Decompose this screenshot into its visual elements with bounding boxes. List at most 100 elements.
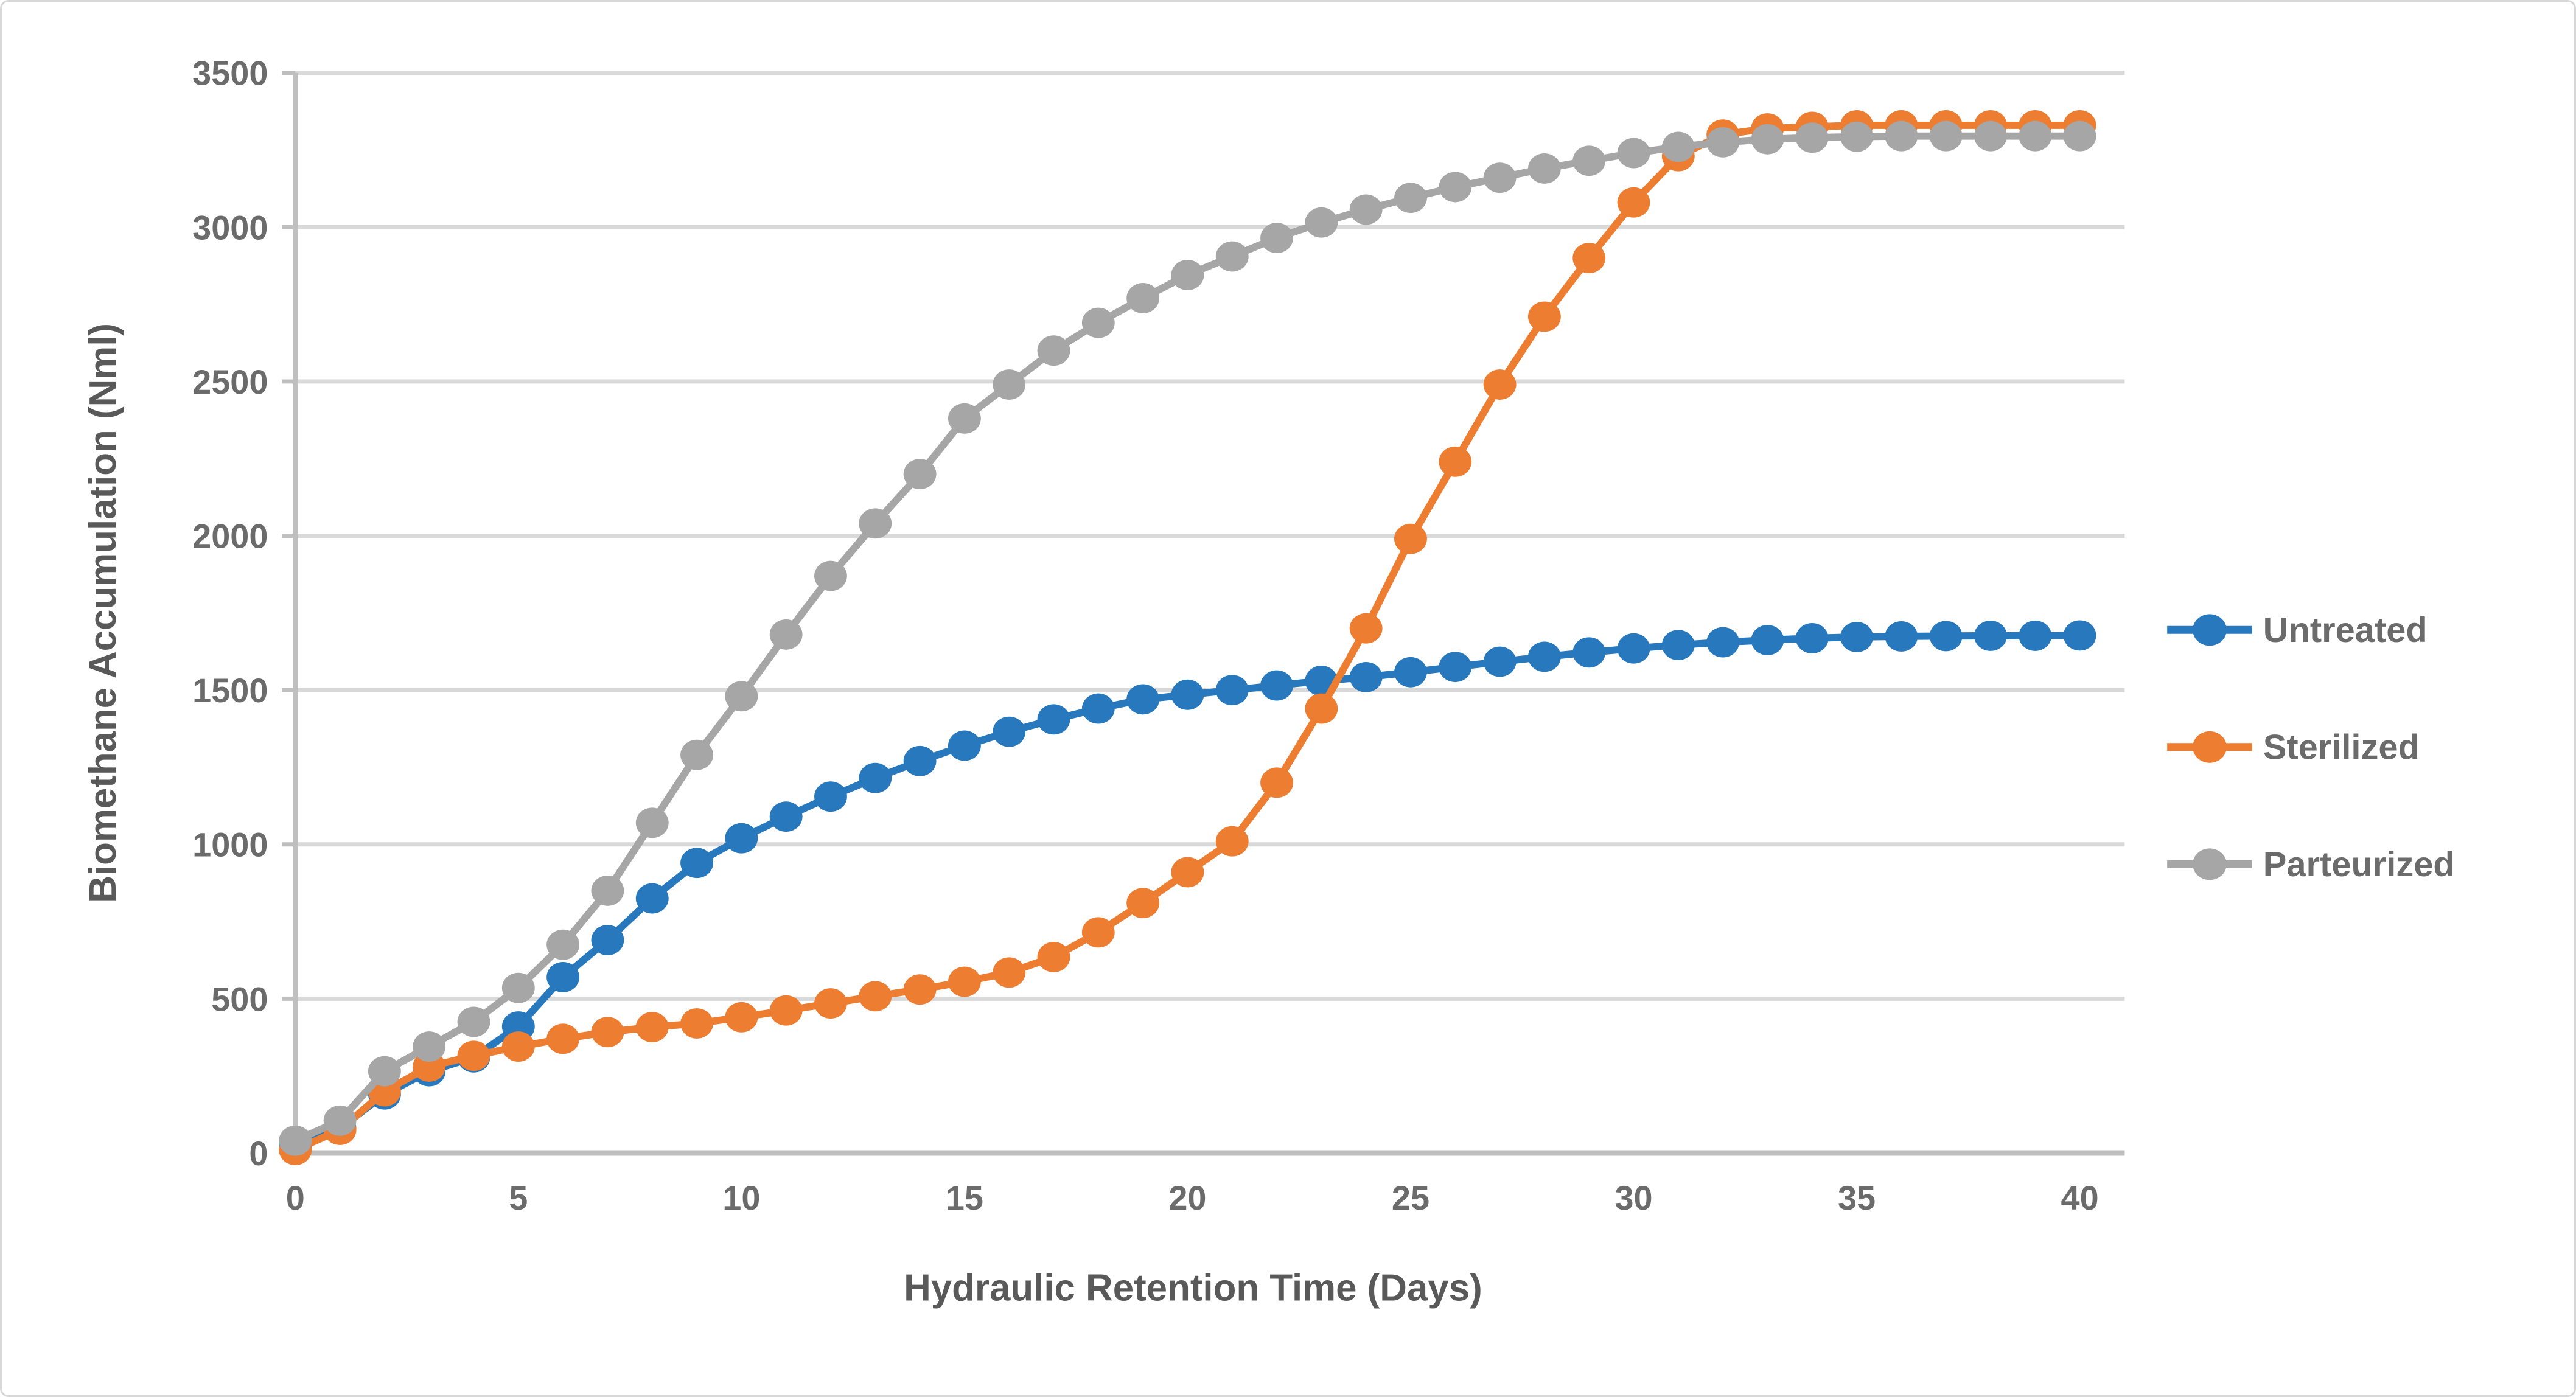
data-point-untreated-day25 <box>1394 657 1427 688</box>
gridlines <box>282 71 2125 1156</box>
y-tick-label-3500: 3500 <box>192 54 268 92</box>
data-point-parteurized-day26 <box>1439 172 1472 203</box>
data-point-sterilized-day12 <box>814 988 847 1019</box>
x-tick-label-20: 20 <box>1168 1179 1206 1217</box>
data-point-untreated-day32 <box>1706 627 1740 658</box>
data-point-parteurized-day17 <box>1037 335 1070 366</box>
data-point-parteurized-day8 <box>635 807 669 838</box>
legend-item-untreated: Untreated <box>2167 611 2428 650</box>
axes <box>293 72 2125 1156</box>
legend-label-sterilized: Sterilized <box>2263 728 2420 767</box>
data-point-parteurized-day24 <box>1349 194 1383 225</box>
legend-item-sterilized: Sterilized <box>2167 728 2420 767</box>
data-point-sterilized-day10 <box>725 1002 758 1033</box>
x-tick-label-40: 40 <box>2061 1179 2099 1217</box>
x-tick-label-15: 15 <box>946 1179 983 1217</box>
data-point-untreated-day19 <box>1126 684 1160 715</box>
data-point-untreated-day28 <box>1527 641 1561 672</box>
data-point-untreated-day30 <box>1617 633 1650 664</box>
data-point-sterilized-day22 <box>1260 767 1293 798</box>
data-point-sterilized-day11 <box>769 995 803 1026</box>
data-point-untreated-day14 <box>903 745 937 776</box>
data-point-untreated-day22 <box>1260 670 1293 701</box>
data-point-sterilized-day8 <box>635 1012 669 1043</box>
data-point-untreated-day29 <box>1572 637 1606 668</box>
data-point-parteurized-day14 <box>903 459 937 490</box>
data-point-sterilized-day26 <box>1439 446 1472 477</box>
series-untreated <box>279 620 2096 1161</box>
y-tick-label-2000: 2000 <box>192 517 268 556</box>
data-point-untreated-day21 <box>1215 675 1249 706</box>
legend-label-parteurized: Parteurized <box>2263 845 2455 884</box>
data-point-parteurized-day19 <box>1126 283 1160 313</box>
y-tick-label-0: 0 <box>249 1134 268 1172</box>
data-point-sterilized-day28 <box>1527 301 1561 332</box>
series-sterilized <box>279 110 2096 1165</box>
data-point-untreated-day11 <box>769 801 803 832</box>
data-point-sterilized-day4 <box>457 1040 490 1071</box>
data-point-untreated-day36 <box>1885 621 1918 652</box>
data-point-sterilized-day16 <box>993 957 1026 988</box>
data-point-untreated-day31 <box>1661 630 1695 661</box>
y-tick-label-2500: 2500 <box>192 363 268 401</box>
data-point-parteurized-day3 <box>413 1031 446 1062</box>
y-axis-title: Biomethane Accumulation (Nml) <box>82 323 124 903</box>
data-point-untreated-day9 <box>680 848 713 879</box>
data-point-sterilized-day18 <box>1081 917 1115 948</box>
x-tick-label-5: 5 <box>509 1179 528 1217</box>
data-point-parteurized-day25 <box>1394 183 1427 214</box>
series-line-untreated <box>291 632 2084 1149</box>
data-point-untreated-day16 <box>993 716 1026 747</box>
data-point-untreated-day37 <box>1929 621 1963 652</box>
data-point-untreated-day39 <box>2019 620 2052 651</box>
data-point-parteurized-day34 <box>1795 122 1829 153</box>
data-point-sterilized-day25 <box>1394 523 1427 554</box>
data-point-parteurized-day12 <box>814 560 847 591</box>
data-point-sterilized-day13 <box>859 981 892 1012</box>
data-point-untreated-day8 <box>635 883 669 914</box>
data-point-parteurized-day30 <box>1617 138 1650 169</box>
data-point-parteurized-day39 <box>2019 120 2052 152</box>
data-point-parteurized-day1 <box>323 1105 357 1136</box>
data-point-sterilized-day27 <box>1483 369 1517 400</box>
data-point-sterilized-day14 <box>903 974 937 1005</box>
data-point-parteurized-day16 <box>993 369 1026 400</box>
data-point-parteurized-day27 <box>1483 162 1517 193</box>
data-point-parteurized-day20 <box>1171 260 1204 290</box>
data-point-sterilized-day5 <box>501 1031 535 1062</box>
data-point-untreated-day40 <box>2063 620 2096 651</box>
legend-marker-circle-sterilized <box>2193 731 2227 763</box>
data-point-parteurized-day22 <box>1260 223 1293 254</box>
data-point-untreated-day27 <box>1483 646 1517 677</box>
data-point-sterilized-day17 <box>1037 942 1070 972</box>
data-point-untreated-day13 <box>859 762 892 793</box>
legend-marker-circle-untreated <box>2193 614 2227 646</box>
x-axis-tick-labels: 0 5 10 15 20 25 30 35 40 <box>286 1179 2099 1217</box>
x-tick-label-35: 35 <box>1838 1179 1876 1217</box>
data-point-sterilized-day24 <box>1349 613 1383 644</box>
x-axis-title: Hydraulic Retention Time (Days) <box>904 1267 1482 1309</box>
data-point-untreated-day7 <box>591 925 624 955</box>
data-point-untreated-day26 <box>1439 652 1472 683</box>
data-point-parteurized-day15 <box>948 403 981 434</box>
data-point-parteurized-day28 <box>1527 153 1561 184</box>
data-point-parteurized-day7 <box>591 875 624 906</box>
data-point-parteurized-day0 <box>279 1125 312 1156</box>
x-tick-label-10: 10 <box>722 1179 760 1217</box>
data-point-parteurized-day18 <box>1081 307 1115 338</box>
data-point-sterilized-day30 <box>1617 187 1650 218</box>
data-point-untreated-day38 <box>1974 620 2007 651</box>
y-axis-tick-labels: 0 500 1000 1500 2000 2500 3000 3500 <box>192 54 268 1172</box>
data-point-untreated-day12 <box>814 781 847 812</box>
data-point-sterilized-day15 <box>948 966 981 997</box>
data-point-untreated-day18 <box>1081 693 1115 724</box>
data-point-parteurized-day23 <box>1305 207 1338 238</box>
data-point-untreated-day24 <box>1349 661 1383 692</box>
data-point-parteurized-day9 <box>680 739 713 770</box>
data-point-sterilized-day7 <box>591 1017 624 1048</box>
x-tick-label-30: 30 <box>1614 1179 1652 1217</box>
data-point-parteurized-day4 <box>457 1006 490 1037</box>
data-point-sterilized-day19 <box>1126 888 1160 919</box>
legend-label-untreated: Untreated <box>2263 611 2428 650</box>
